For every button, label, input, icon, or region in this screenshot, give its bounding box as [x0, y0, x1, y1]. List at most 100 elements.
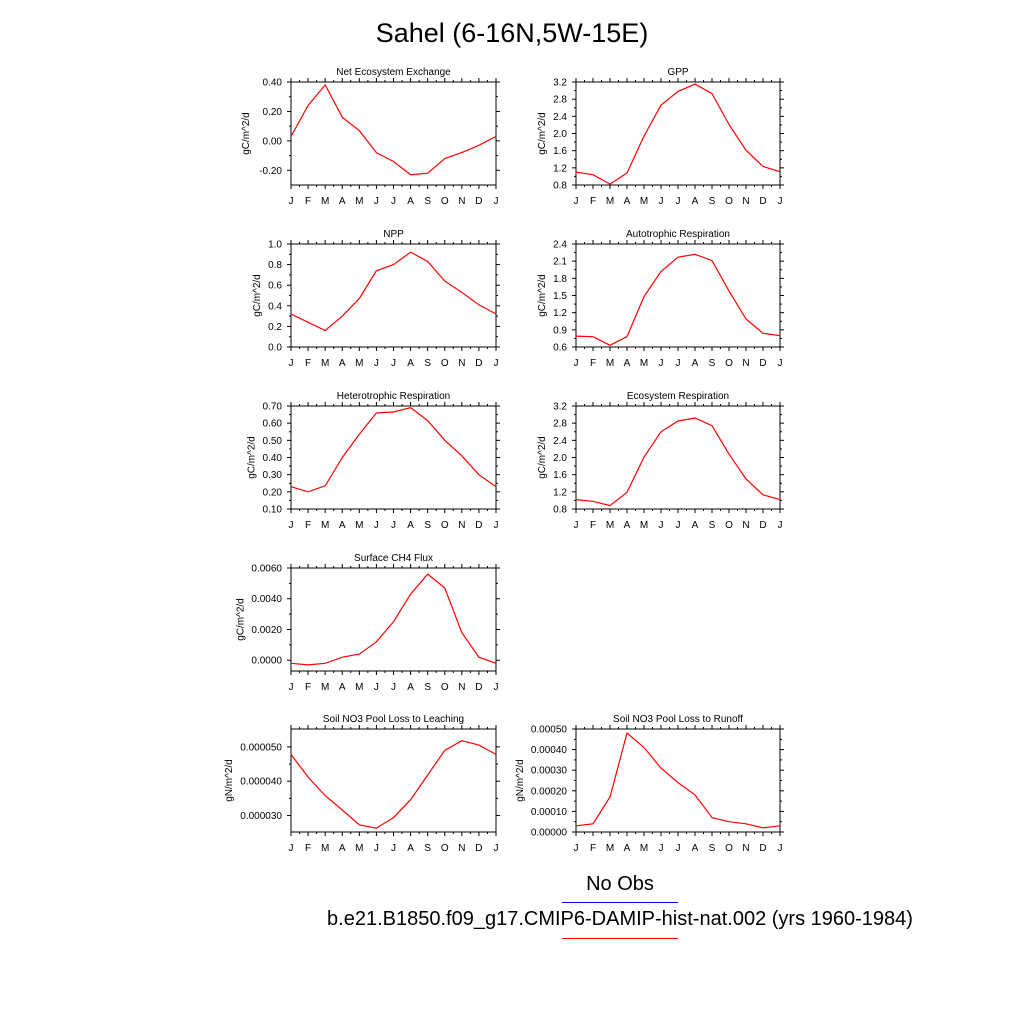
x-tick-label: S	[424, 358, 431, 369]
x-tick-label: J	[391, 196, 396, 207]
x-tick-label: J	[778, 358, 783, 369]
x-tick-label: M	[606, 196, 614, 207]
y-tick-label: 2.1	[553, 257, 567, 268]
x-tick-label: J	[289, 520, 294, 531]
x-tick-label: S	[424, 843, 431, 854]
panel-title: Ecosystem Respiration	[627, 391, 729, 402]
x-tick-label: O	[725, 843, 733, 854]
x-tick-label: N	[742, 843, 749, 854]
x-tick-label: J	[289, 682, 294, 693]
y-tick-label: 2.4	[553, 112, 567, 123]
x-tick-label: D	[475, 196, 482, 207]
x-tick-label: A	[624, 196, 631, 207]
y-tick-label: 0.0000	[251, 656, 282, 667]
y-tick-label: 2.4	[553, 436, 567, 447]
y-tick-label: 0.000030	[240, 811, 282, 822]
y-axis-label: gC/m^2/d	[537, 112, 548, 155]
y-axis-label: gC/m^2/d	[537, 436, 548, 479]
y-tick-label: 2.4	[553, 240, 567, 251]
y-tick-label: 0.00020	[531, 786, 568, 797]
x-tick-label: A	[407, 682, 414, 693]
x-tick-label: M	[321, 682, 329, 693]
y-tick-label: 0.000040	[240, 777, 282, 788]
y-tick-label: 0.00	[263, 136, 283, 147]
series-line	[575, 417, 781, 507]
x-tick-label: S	[424, 682, 431, 693]
y-axis-label: gC/m^2/d	[252, 274, 263, 317]
y-tick-label: 0.8	[553, 505, 567, 516]
y-tick-label: 0.20	[263, 487, 283, 498]
x-tick-label: J	[778, 843, 783, 854]
x-tick-label: D	[759, 843, 766, 854]
series-line	[290, 740, 497, 829]
y-tick-label: 0.8	[268, 260, 282, 271]
y-tick-label: 1.6	[553, 146, 567, 157]
x-tick-label: S	[709, 843, 716, 854]
x-tick-label: J	[778, 520, 783, 531]
x-tick-label: A	[692, 196, 699, 207]
x-tick-label: M	[355, 520, 363, 531]
x-tick-label: D	[475, 520, 482, 531]
x-tick-label: D	[475, 843, 482, 854]
x-tick-label: O	[725, 358, 733, 369]
x-tick-label: M	[321, 358, 329, 369]
x-tick-label: F	[305, 682, 311, 693]
y-tick-label: 3.2	[553, 78, 567, 89]
x-tick-label: J	[574, 358, 579, 369]
x-tick-label: S	[424, 196, 431, 207]
x-tick-label: F	[590, 358, 596, 369]
x-tick-label: A	[407, 520, 414, 531]
panel-title: Soil NO3 Pool Loss to Runoff	[613, 714, 743, 725]
panel-title: Autotrophic Respiration	[626, 229, 730, 240]
x-tick-label: M	[355, 358, 363, 369]
x-tick-label: M	[640, 843, 648, 854]
y-tick-label: 1.2	[553, 308, 567, 319]
x-tick-label: A	[624, 520, 631, 531]
y-tick-label: 0.40	[263, 78, 283, 89]
plot-frame	[575, 728, 781, 833]
x-tick-label: J	[289, 196, 294, 207]
panel-title: GPP	[667, 67, 688, 78]
x-tick-label: J	[391, 520, 396, 531]
y-axis-label: gC/m^2/d	[241, 112, 252, 155]
x-tick-label: O	[441, 682, 449, 693]
x-tick-label: N	[742, 196, 749, 207]
x-tick-label: D	[475, 358, 482, 369]
y-tick-label: 1.6	[553, 470, 567, 481]
y-tick-label: 0.00010	[531, 807, 568, 818]
legend-case-label: b.e21.B1850.f09_g17.CMIP6-DAMIP-hist-nat…	[327, 908, 913, 930]
x-tick-label: N	[742, 520, 749, 531]
x-tick-label: J	[494, 358, 499, 369]
x-tick-label: O	[725, 520, 733, 531]
x-tick-label: J	[374, 520, 379, 531]
y-tick-label: 2.0	[553, 453, 567, 464]
x-tick-label: N	[458, 682, 465, 693]
x-tick-label: J	[574, 196, 579, 207]
legend-obs-line	[562, 902, 678, 903]
x-tick-label: A	[624, 843, 631, 854]
y-tick-label: 1.5	[553, 291, 567, 302]
plot-frame	[575, 405, 781, 510]
legend-case-line	[562, 938, 678, 939]
x-tick-label: A	[624, 358, 631, 369]
y-tick-label: 0.00000	[531, 828, 568, 839]
x-tick-label: J	[778, 196, 783, 207]
panel-title: Net Ecosystem Exchange	[336, 67, 451, 78]
y-tick-label: 0.8	[553, 181, 567, 192]
x-tick-label: J	[289, 843, 294, 854]
x-tick-label: O	[441, 358, 449, 369]
x-tick-label: N	[458, 843, 465, 854]
page-title: Sahel (6-16N,5W-15E)	[375, 18, 649, 48]
series-line	[290, 407, 497, 493]
x-tick-label: J	[289, 358, 294, 369]
x-tick-label: J	[391, 358, 396, 369]
x-tick-label: O	[725, 196, 733, 207]
y-tick-label: 0.30	[263, 470, 283, 481]
x-tick-label: J	[494, 196, 499, 207]
y-tick-label: 0.4	[268, 301, 282, 312]
